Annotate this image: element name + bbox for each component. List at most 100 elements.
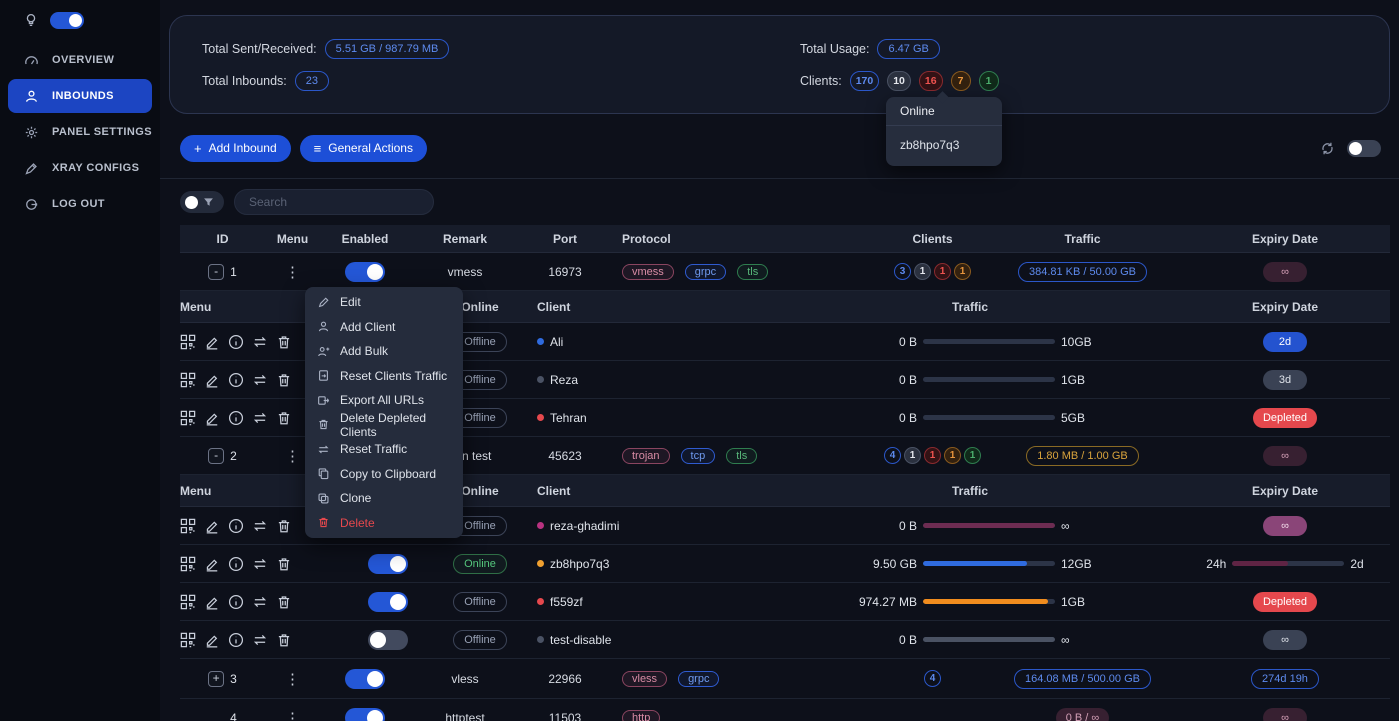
- sidebar-item-log-out[interactable]: LOG OUT: [8, 187, 152, 221]
- menu-item-add-client[interactable]: Add Client: [305, 315, 463, 340]
- menu-item-edit[interactable]: Edit: [305, 290, 463, 315]
- general-actions-button[interactable]: ≡ General Actions: [299, 134, 427, 162]
- clients-expiring-badge[interactable]: 7: [950, 70, 971, 91]
- menu-item-add-bulk[interactable]: Add Bulk: [305, 339, 463, 364]
- client-count-badge: 1: [904, 447, 921, 464]
- qrcode-icon[interactable]: [180, 372, 196, 388]
- client-count-badge: 3: [894, 263, 911, 280]
- clients-deactive-badge[interactable]: 10: [887, 70, 911, 91]
- info-icon[interactable]: [228, 410, 244, 426]
- protocol-tag: tls: [737, 263, 769, 280]
- row-menu-button[interactable]: ⋮: [285, 263, 300, 281]
- trash-icon: [317, 516, 331, 529]
- menu-item-reset-traffic[interactable]: Reset Traffic: [305, 437, 463, 462]
- edit-icon[interactable]: [204, 556, 220, 572]
- qrcode-icon[interactable]: [180, 556, 196, 572]
- info-icon[interactable]: [228, 632, 244, 648]
- collapse-button[interactable]: -: [208, 447, 225, 464]
- clients-online-badge[interactable]: 1: [978, 70, 999, 91]
- client-count-badge: 1: [934, 263, 951, 280]
- edit-icon[interactable]: [204, 632, 220, 648]
- collapse-button[interactable]: -: [208, 263, 225, 280]
- expiry-pill: 2d: [1263, 331, 1307, 352]
- info-icon[interactable]: [228, 372, 244, 388]
- col-header-enabled: Enabled: [341, 231, 389, 246]
- edit-icon[interactable]: [204, 518, 220, 534]
- qrcode-icon[interactable]: [180, 594, 196, 610]
- client-dot: [537, 598, 544, 605]
- reset-traffic-icon[interactable]: [252, 372, 268, 388]
- edit-icon[interactable]: [204, 372, 220, 388]
- search-input[interactable]: [234, 189, 434, 215]
- reset-traffic-icon[interactable]: [252, 518, 268, 534]
- edit-icon[interactable]: [204, 334, 220, 350]
- trash-icon[interactable]: [276, 372, 292, 388]
- qrcode-icon[interactable]: [180, 334, 196, 350]
- sidebar-item-panel-settings[interactable]: PANEL SETTINGS: [8, 115, 152, 149]
- menu-item-delete-depleted-clients[interactable]: Delete Depleted Clients: [305, 411, 463, 439]
- protocol-tag: tls: [726, 447, 758, 464]
- qrcode-icon[interactable]: [180, 632, 196, 648]
- sidebar-item-inbounds[interactable]: INBOUNDS: [8, 79, 152, 113]
- traffic-used: 0 B: [898, 518, 917, 533]
- info-icon[interactable]: [228, 556, 244, 572]
- protocol-tag: vless: [622, 670, 668, 687]
- row-menu-button[interactable]: ⋮: [285, 447, 300, 465]
- enabled-toggle[interactable]: [345, 707, 385, 721]
- client-dot: [537, 376, 544, 383]
- edit-icon[interactable]: [204, 594, 220, 610]
- row-menu-button[interactable]: ⋮: [285, 670, 300, 688]
- refresh-icon[interactable]: [1320, 141, 1335, 156]
- enabled-toggle[interactable]: [345, 261, 385, 282]
- menu-item-delete[interactable]: Delete: [305, 511, 463, 536]
- info-icon[interactable]: [228, 594, 244, 610]
- sidebar-item-label: INBOUNDS: [52, 90, 114, 102]
- add-inbound-button[interactable]: + Add Inbound: [180, 134, 291, 162]
- row-menu-button[interactable]: ⋮: [285, 709, 300, 721]
- reset-traffic-icon[interactable]: [252, 594, 268, 610]
- dark-mode-toggle[interactable]: [50, 12, 84, 29]
- menu-item-clone[interactable]: Clone: [305, 486, 463, 511]
- clients-depleted-badge[interactable]: 16: [918, 70, 943, 91]
- reset-traffic-icon[interactable]: [252, 334, 268, 350]
- client-name: Reza: [550, 372, 579, 387]
- enabled-toggle[interactable]: [345, 668, 385, 689]
- sidebar-item-xray-configs[interactable]: XRAY CONFIGS: [8, 151, 152, 185]
- client-enabled-toggle[interactable]: [367, 629, 408, 650]
- clients-total-badge[interactable]: 170: [849, 70, 880, 91]
- protocol-tag: tcp: [680, 447, 716, 464]
- reset-traffic-icon[interactable]: [252, 410, 268, 426]
- reset-traffic-icon[interactable]: [252, 556, 268, 572]
- traffic-total: 1GB: [1061, 594, 1086, 609]
- trash-icon[interactable]: [276, 410, 292, 426]
- info-icon[interactable]: [228, 334, 244, 350]
- auto-refresh-toggle[interactable]: [1347, 139, 1381, 157]
- menu-item-export-all-urls[interactable]: Export All URLs: [305, 388, 463, 413]
- expiry-pill: 274d 19h: [1251, 668, 1319, 689]
- trash-icon[interactable]: [276, 594, 292, 610]
- menu-item-reset-clients-traffic[interactable]: Reset Clients Traffic: [305, 364, 463, 389]
- trash-icon[interactable]: [276, 334, 292, 350]
- client-name: reza-ghadimi: [550, 518, 620, 533]
- qrcode-icon[interactable]: [180, 410, 196, 426]
- stats-card: Total Sent/Received: 5.51 GB / 987.79 MB…: [169, 15, 1390, 114]
- protocol-tag: grpc: [684, 263, 727, 280]
- qrcode-icon[interactable]: [180, 518, 196, 534]
- menu-item-copy-to-clipboard[interactable]: Copy to Clipboard: [305, 462, 463, 487]
- client-enabled-toggle[interactable]: [367, 553, 408, 574]
- trash-icon[interactable]: [276, 632, 292, 648]
- client-enabled-toggle[interactable]: [367, 591, 408, 612]
- edit-icon[interactable]: [204, 410, 220, 426]
- client-row-zb8hpo7q3: Online zb8hpo7q3 9.50 GB 12GB 24h 2d: [180, 545, 1390, 583]
- traffic-total: 1GB: [1061, 372, 1086, 387]
- reset-traffic-icon: [317, 443, 331, 456]
- protocol-tag: trojan: [622, 447, 670, 464]
- trash-icon[interactable]: [276, 556, 292, 572]
- info-icon[interactable]: [228, 518, 244, 534]
- trash-icon[interactable]: [276, 518, 292, 534]
- divider: [160, 178, 1399, 179]
- reset-traffic-icon[interactable]: [252, 632, 268, 648]
- expand-button[interactable]: +: [208, 670, 225, 687]
- sidebar-item-overview[interactable]: OVERVIEW: [8, 43, 152, 77]
- filter-toggle[interactable]: [180, 191, 224, 213]
